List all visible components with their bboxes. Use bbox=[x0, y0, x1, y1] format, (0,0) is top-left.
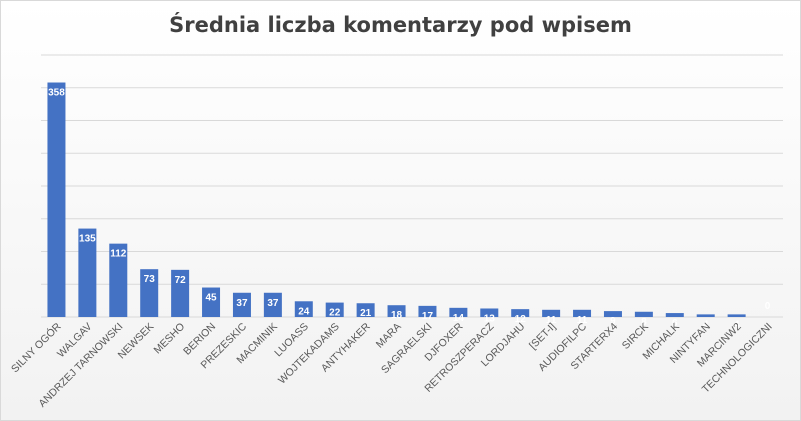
data-label: 37 bbox=[236, 298, 248, 309]
bar bbox=[696, 314, 715, 317]
bar bbox=[387, 305, 406, 317]
bar bbox=[511, 309, 530, 317]
data-label: 11 bbox=[577, 315, 588, 326]
data-label: 22 bbox=[329, 308, 341, 319]
bar bbox=[727, 314, 746, 317]
bar bbox=[263, 292, 282, 317]
data-label: 14 bbox=[453, 313, 465, 324]
bar bbox=[109, 243, 128, 317]
bar bbox=[603, 311, 622, 317]
bar bbox=[418, 305, 437, 317]
bar bbox=[480, 308, 499, 317]
data-label: 358 bbox=[48, 88, 65, 99]
data-label: 112 bbox=[110, 249, 127, 260]
bar bbox=[634, 311, 653, 317]
data-label: 9 bbox=[610, 316, 616, 327]
data-label: 13 bbox=[484, 313, 496, 324]
data-label: 0 bbox=[765, 301, 771, 312]
bar bbox=[573, 309, 592, 317]
bar bbox=[356, 303, 375, 317]
bar bbox=[542, 309, 561, 317]
data-label: 17 bbox=[422, 311, 434, 322]
data-label: 18 bbox=[391, 310, 403, 321]
bar bbox=[232, 292, 251, 317]
chart-title: Średnia liczba komentarzy pod wpisem bbox=[169, 13, 632, 37]
bar bbox=[665, 313, 684, 317]
category-label: MARA bbox=[374, 321, 404, 351]
bar bbox=[140, 269, 159, 317]
data-label: 21 bbox=[360, 308, 372, 319]
data-label: 24 bbox=[298, 306, 310, 317]
data-label: 8 bbox=[641, 317, 647, 328]
bar bbox=[47, 82, 66, 317]
data-label: 45 bbox=[205, 293, 217, 304]
data-label: 73 bbox=[144, 274, 156, 285]
data-label: 37 bbox=[267, 298, 279, 309]
category-label: SILNY OGÓR bbox=[8, 320, 64, 376]
bar bbox=[202, 287, 221, 317]
data-label: 135 bbox=[79, 234, 96, 245]
data-label: 4 bbox=[734, 319, 740, 330]
data-label: 72 bbox=[175, 275, 187, 286]
data-label: 12 bbox=[515, 314, 527, 325]
bar bbox=[78, 228, 97, 317]
bar bbox=[294, 301, 313, 317]
bar bbox=[171, 269, 190, 317]
data-label: 6 bbox=[672, 318, 678, 329]
bar bbox=[449, 307, 468, 317]
data-label: 11 bbox=[546, 315, 557, 326]
data-label: 4 bbox=[703, 319, 709, 330]
bar bbox=[325, 302, 344, 317]
